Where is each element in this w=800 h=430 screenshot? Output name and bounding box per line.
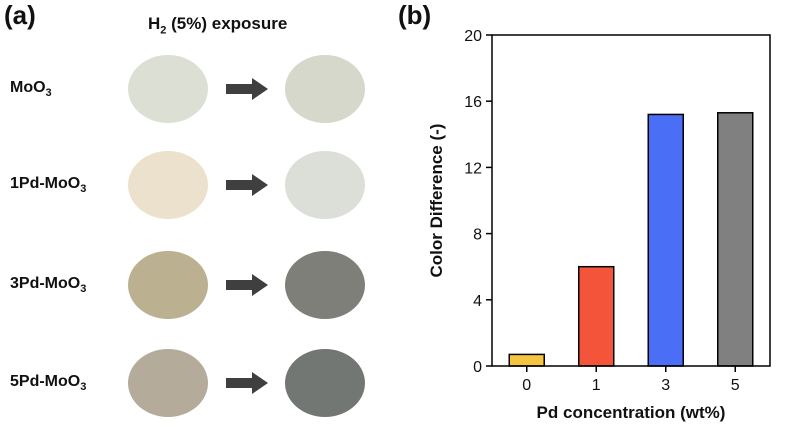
header-prefix: H xyxy=(148,14,161,33)
header-subscript: 2 xyxy=(160,24,167,37)
panel-label-a: (a) xyxy=(4,0,36,30)
sample-label: 3Pd-MoO3 xyxy=(10,275,125,295)
y-tick-label: 16 xyxy=(464,94,482,111)
sample-name: 3Pd-MoO xyxy=(10,274,81,292)
bar xyxy=(717,112,754,367)
header-suffix: (5%) exposure xyxy=(166,14,288,33)
x-tick-label: 5 xyxy=(731,377,740,394)
sample-name-subscript: 3 xyxy=(45,87,52,100)
sample-label: 1Pd-MoO3 xyxy=(10,175,125,195)
x-axis-label: Pd concentration (wt%) xyxy=(537,403,726,422)
sample-before-circle xyxy=(128,251,208,319)
sample-after-circle xyxy=(285,349,365,417)
y-tick-label: 8 xyxy=(473,227,482,244)
x-tick-label: 0 xyxy=(522,377,531,394)
sample-name-subscript: 3 xyxy=(80,283,87,296)
sample-after-circle xyxy=(285,55,365,123)
sample-row: 5Pd-MoO3 xyxy=(0,348,390,418)
exposure-header: H2 (5%) exposure xyxy=(148,14,287,36)
arrow-right-icon xyxy=(226,274,268,296)
sample-before-circle xyxy=(128,55,208,123)
sample-before-circle xyxy=(128,151,208,219)
sample-name-subscript: 3 xyxy=(80,183,87,196)
sample-label: MoO3 xyxy=(10,79,125,99)
arrow-right-icon xyxy=(226,174,268,196)
sample-name: 1Pd-MoO xyxy=(10,174,81,192)
bar-chart: 0 1 3 5 0 4 8 12 16 20 Pd concentration (wt%) Color… xyxy=(427,28,771,422)
y-tick-label: 4 xyxy=(473,293,482,310)
arrow-right-icon xyxy=(226,78,268,100)
sample-row: 1Pd-MoO3 xyxy=(0,150,390,220)
y-axis-label: Color Difference (-) xyxy=(427,124,446,278)
sample-name-subscript: 3 xyxy=(80,381,87,394)
bar xyxy=(578,265,615,367)
sample-before-circle xyxy=(128,349,208,417)
plot-frame xyxy=(491,34,771,367)
panel-label-b: (b) xyxy=(398,0,432,30)
sample-label: 5Pd-MoO3 xyxy=(10,373,125,393)
sample-after-circle xyxy=(285,251,365,319)
sample-row: MoO3 xyxy=(0,54,390,124)
sample-name: MoO xyxy=(10,78,46,96)
y-tick-label: 0 xyxy=(473,359,482,376)
y-tick-label: 12 xyxy=(464,160,482,177)
sample-name: 5Pd-MoO xyxy=(10,372,81,390)
x-tick-label: 3 xyxy=(661,377,670,394)
bar xyxy=(647,113,684,367)
x-tick-label: 1 xyxy=(592,377,601,394)
arrow-right-icon xyxy=(226,372,268,394)
sample-after-circle xyxy=(285,151,365,219)
bar xyxy=(508,353,545,367)
y-tick-label: 20 xyxy=(464,28,482,45)
sample-row: 3Pd-MoO3 xyxy=(0,250,390,320)
